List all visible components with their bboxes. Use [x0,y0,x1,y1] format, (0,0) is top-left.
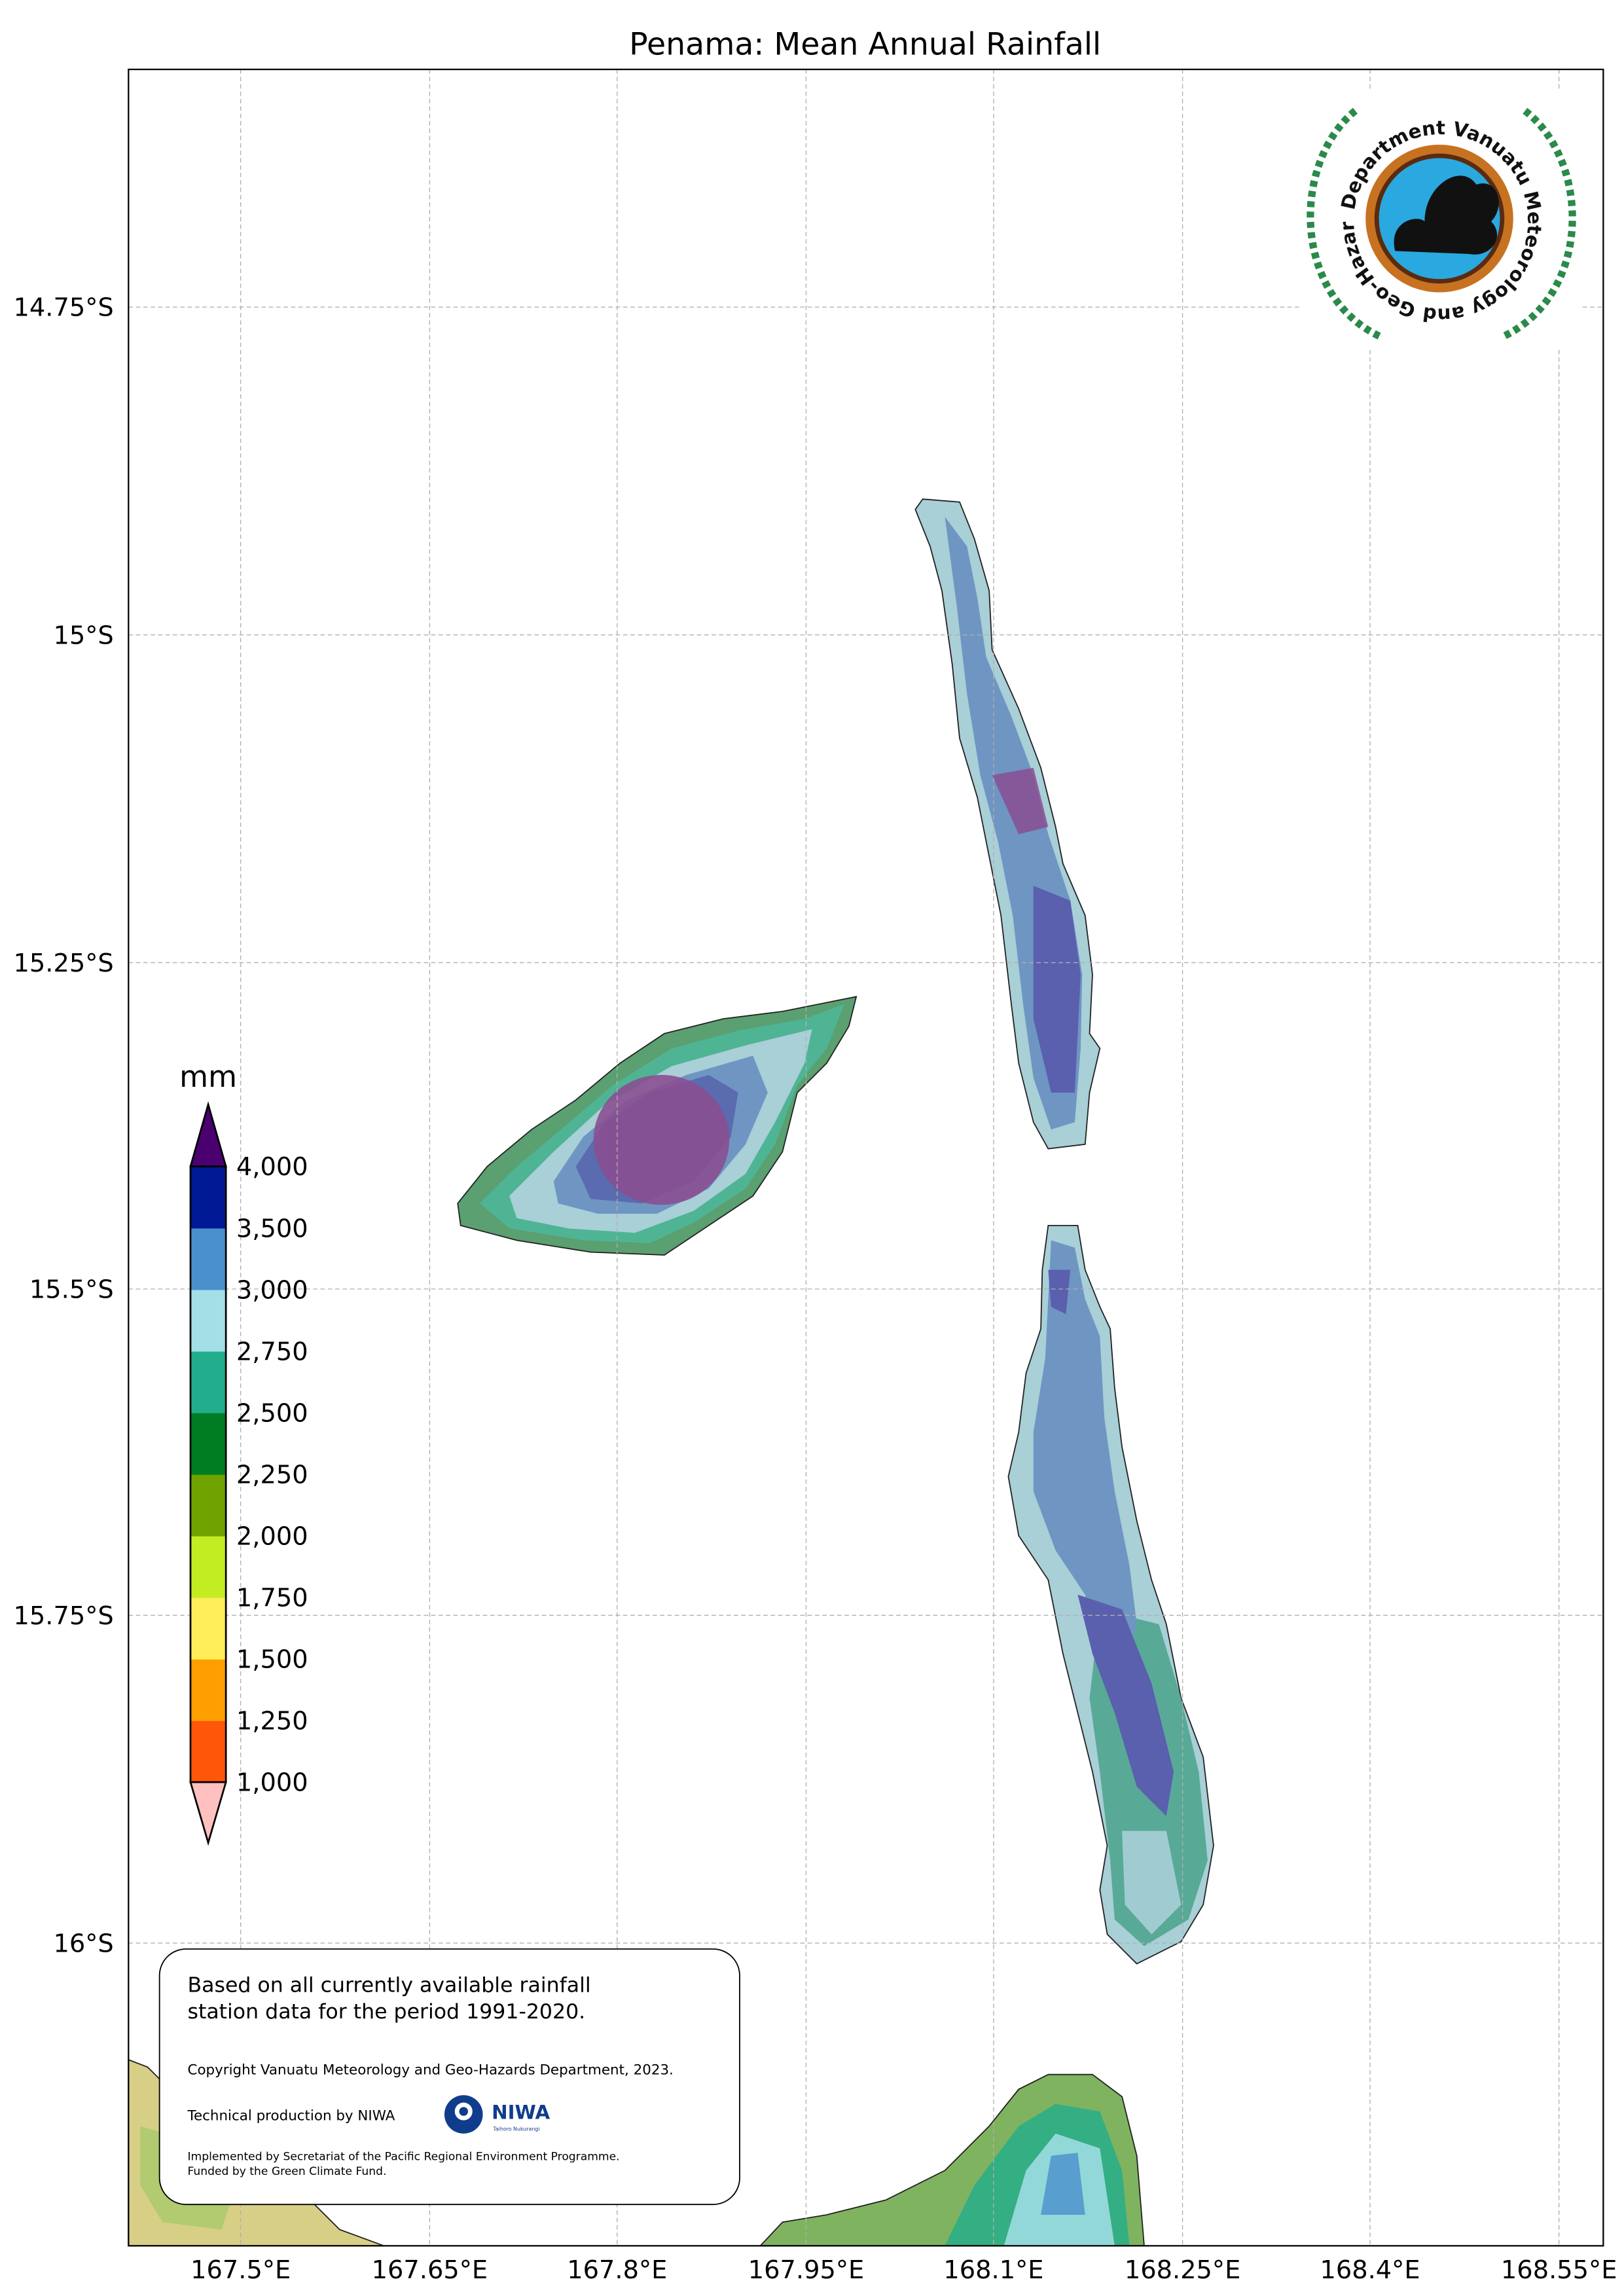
colorbar-tick-label: 2,250 [236,1460,308,1489]
y-axis-ticks: 14.75°S 15°S 15.25°S 15.5°S 15.75°S 16°S [14,293,114,1959]
copyright-text: Copyright Vanuatu Meteorology and Geo-Ha… [188,2062,674,2079]
info-line-1: Based on all currently available rainfal… [188,1973,591,1997]
colorbar-tick-label: 1,750 [236,1584,308,1613]
info-line-2: station data for the period 1991-2020. [188,2000,586,2024]
colorbar-tick-label: 4,000 [236,1152,308,1182]
colorbar-tick-label: 1,000 [236,1768,308,1798]
colorbar-tick-label: 2,750 [236,1337,308,1366]
x-tick-label: 167.65°E [372,2255,488,2285]
colorbar-segment [190,1351,226,1413]
y-tick-label: 15.75°S [14,1601,114,1631]
x-axis-ticks: 167.5°E 167.65°E 167.8°E 167.95°E 168.1°… [190,2255,1617,2285]
colorbar-segment [190,1721,226,1783]
implemented-text: Implemented by Secretariat of the Pacifi… [188,2151,620,2164]
colorbar-segment [190,1412,226,1475]
production-text: Technical production by NIWA [187,2108,395,2124]
map-title: Penama: Mean Annual Rainfall [629,26,1101,62]
x-tick-label: 168.25°E [1125,2255,1241,2285]
gridlines [128,69,1604,2246]
colorbar-tick-label: 2,500 [236,1398,308,1428]
x-tick-label: 167.5°E [190,2255,291,2285]
island-ambae [457,996,857,1256]
colorbar-tick-label: 3,000 [236,1275,308,1305]
colorbar-segment [190,1597,226,1660]
map-frame [128,68,1604,2247]
colorbar-segment [190,1289,226,1352]
colorbar-segment [190,1166,226,1229]
colorbar-tick-label: 2,000 [236,1522,308,1552]
x-tick-label: 167.8°E [567,2255,667,2285]
x-tick-label: 167.95°E [748,2255,865,2285]
y-tick-label: 16°S [53,1929,113,1959]
funded-text: Funded by the Green Climate Fund. [188,2165,387,2178]
colorbar: mm 4,000 3,500 3,000 2,750 2,500 2,250 2,000 1,… [179,1059,308,1846]
map-area: Department Vanuatu Meteorology and Geo-H… [0,0,1604,2247]
colorbar-tick-label: 1,500 [236,1645,308,1675]
niwa-logo-subtitle: Taihoro Nukurangi [492,2126,539,2132]
colorbar-segment [190,1228,226,1290]
island-maewo [914,498,1101,1150]
colorbar-segment [190,1535,226,1598]
island-pentecost [1007,1225,1214,1965]
x-tick-label: 168.4°E [1320,2255,1420,2285]
land-ambrym-peak [1041,2153,1085,2215]
y-tick-label: 14.75°S [14,293,114,323]
colorbar-segment [190,1659,226,1721]
y-tick-label: 15.5°S [29,1275,114,1304]
x-tick-label: 168.1°E [943,2255,1043,2285]
x-tick-label: 168.55°E [1501,2255,1617,2285]
colorbar-tick-label: 1,250 [236,1707,308,1736]
colorbar-unit: mm [179,1059,237,1094]
y-tick-label: 15°S [53,621,113,650]
colorbar-segment [190,1474,226,1537]
y-tick-label: 15.25°S [14,949,114,978]
info-box: Based on all currently available rainfal… [158,1948,740,2206]
niwa-logo-text: NIWA [492,2101,550,2123]
colorbar-tick-label: 3,500 [236,1214,308,1243]
niwa-logo: NIWA Taihoro Nukurangi [444,2095,550,2134]
